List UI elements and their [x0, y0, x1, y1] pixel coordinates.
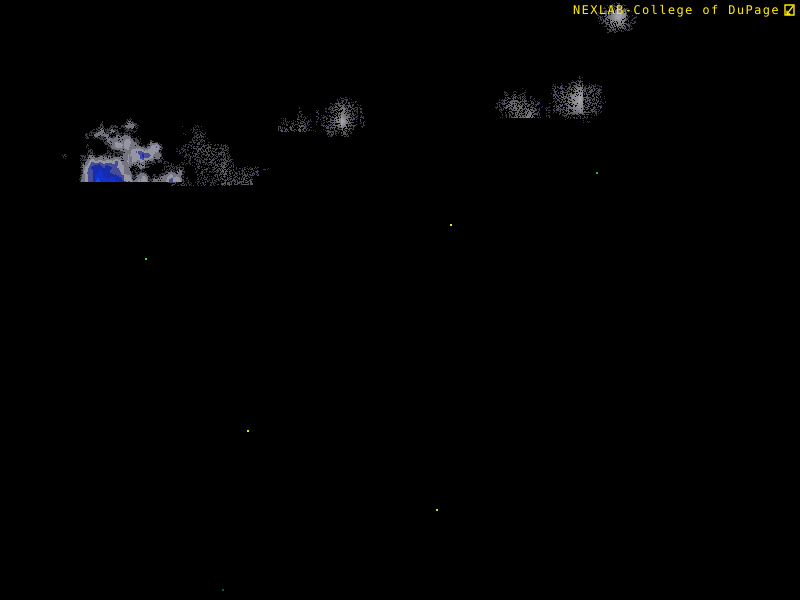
radar-reflectivity-canvas — [0, 0, 800, 600]
radar-display: NEXLAB-College of DuPage — [0, 0, 800, 600]
